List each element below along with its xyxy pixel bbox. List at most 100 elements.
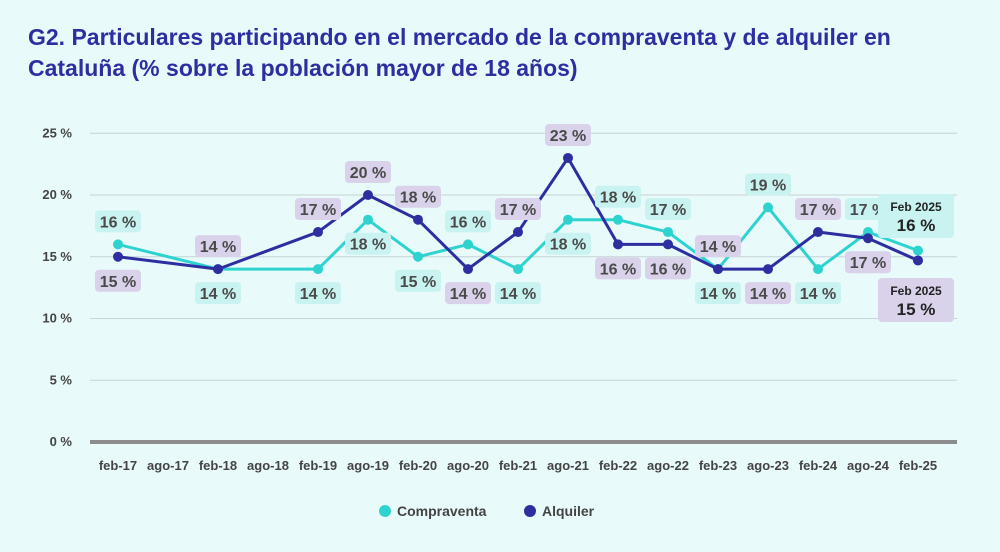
data-label: 17 % xyxy=(650,202,686,219)
x-tick-label: ago-20 xyxy=(447,458,489,473)
x-tick-label: feb-23 xyxy=(699,458,737,473)
y-tick-label: 15 % xyxy=(42,249,72,264)
y-tick-label: 25 % xyxy=(42,125,72,140)
data-point-alquiler xyxy=(763,264,773,275)
data-label-bg xyxy=(595,257,641,280)
x-tick-label: ago-19 xyxy=(347,458,389,473)
data-point-alquiler xyxy=(913,255,923,266)
data-label: 18 % xyxy=(600,190,636,207)
data-label: 14 % xyxy=(800,286,836,303)
y-tick-label: 20 % xyxy=(42,187,72,202)
data-label-bg xyxy=(795,282,841,305)
data-point-compraventa xyxy=(813,264,823,275)
data-point-alquiler xyxy=(213,264,223,275)
data-point-compraventa xyxy=(413,251,423,262)
data-point-compraventa xyxy=(513,264,523,275)
data-label: 14 % xyxy=(200,286,236,303)
data-label-bg xyxy=(95,269,141,292)
legend-marker xyxy=(379,505,391,517)
data-label: 18 % xyxy=(350,237,386,254)
data-label-bg xyxy=(195,235,241,258)
annotation-box xyxy=(878,194,954,238)
data-label-bg xyxy=(395,185,441,208)
data-point-compraventa xyxy=(763,202,773,213)
x-tick-label: feb-18 xyxy=(199,458,237,473)
x-tick-label: feb-20 xyxy=(399,458,437,473)
data-label-bg xyxy=(695,282,741,305)
data-point-compraventa xyxy=(463,239,473,250)
data-label-bg xyxy=(595,185,641,208)
x-tick-label: ago-18 xyxy=(247,458,289,473)
data-label-bg xyxy=(695,235,741,258)
data-label: 16 % xyxy=(100,214,136,231)
data-point-compraventa xyxy=(113,239,123,250)
x-tick-label: feb-17 xyxy=(99,458,137,473)
annotation-box xyxy=(878,278,954,322)
data-label-bg xyxy=(295,282,341,305)
data-point-alquiler xyxy=(463,264,473,275)
chart-title: G2. Particulares participando en el merc… xyxy=(28,24,891,81)
data-point-compraventa xyxy=(363,214,373,225)
y-tick-label: 5 % xyxy=(50,372,73,387)
x-tick-label: feb-22 xyxy=(599,458,637,473)
data-point-alquiler xyxy=(863,233,873,244)
data-point-alquiler xyxy=(413,214,423,225)
data-label-bg xyxy=(745,282,791,305)
data-label: 16 % xyxy=(600,261,636,278)
data-point-compraventa xyxy=(563,214,573,225)
data-label-bg xyxy=(545,232,591,255)
data-label: 17 % xyxy=(300,202,336,219)
data-point-alquiler xyxy=(713,264,723,275)
data-label: 17 % xyxy=(500,202,536,219)
data-label: 14 % xyxy=(300,286,336,303)
data-label-bg xyxy=(445,210,491,233)
data-label: 15 % xyxy=(100,274,136,291)
data-label: 14 % xyxy=(500,286,536,303)
data-label-bg xyxy=(195,282,241,305)
data-label: 14 % xyxy=(700,286,736,303)
data-label-bg xyxy=(845,251,891,274)
data-label-bg xyxy=(295,198,341,221)
x-tick-label: ago-24 xyxy=(847,458,890,473)
data-label: 19 % xyxy=(750,177,786,194)
data-label-bg xyxy=(495,282,541,305)
data-point-alquiler xyxy=(663,239,673,250)
data-label: 16 % xyxy=(650,261,686,278)
x-tick-label: feb-21 xyxy=(499,458,537,473)
x-tick-label: ago-21 xyxy=(547,458,589,473)
data-label: 14 % xyxy=(750,286,786,303)
data-label: 15 % xyxy=(400,274,436,291)
x-tick-label: feb-25 xyxy=(899,458,937,473)
data-point-alquiler xyxy=(613,239,623,250)
x-tick-label: ago-23 xyxy=(747,458,789,473)
annotation-date: Feb 2025 xyxy=(890,284,942,298)
annotation-date: Feb 2025 xyxy=(890,200,942,214)
y-tick-label: 10 % xyxy=(42,311,72,326)
data-point-compraventa xyxy=(663,227,673,238)
data-label-bg xyxy=(645,257,691,280)
data-label: 17 % xyxy=(850,202,886,219)
data-label-bg xyxy=(95,210,141,233)
data-label: 16 % xyxy=(450,214,486,231)
data-point-alquiler xyxy=(563,152,573,163)
data-point-compraventa xyxy=(313,264,323,275)
data-point-alquiler xyxy=(813,227,823,238)
data-label: 14 % xyxy=(450,286,486,303)
data-label-bg xyxy=(345,161,391,183)
data-label-bg xyxy=(795,198,841,221)
data-label-bg xyxy=(445,282,491,305)
data-point-alquiler xyxy=(113,251,123,262)
legend-marker xyxy=(524,505,536,517)
data-label-bg xyxy=(345,232,391,255)
data-point-compraventa xyxy=(613,214,623,225)
data-label: 18 % xyxy=(550,237,586,254)
annotation-value: 16 % xyxy=(897,216,936,235)
data-label: 17 % xyxy=(800,202,836,219)
data-label-bg xyxy=(395,269,441,292)
data-label-bg xyxy=(495,198,541,221)
legend-label: Compraventa xyxy=(397,503,487,519)
y-tick-label: 0 % xyxy=(50,434,73,449)
data-point-alquiler xyxy=(363,190,373,200)
